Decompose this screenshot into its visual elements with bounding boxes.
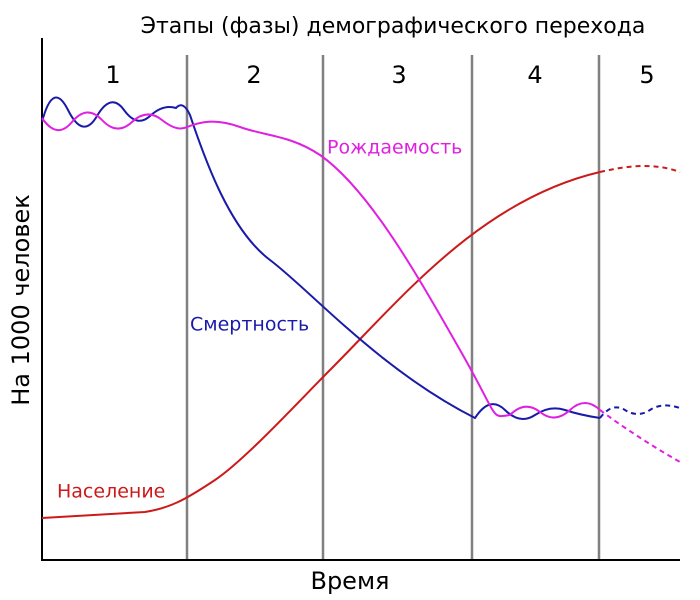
death-label: Смертность <box>190 314 309 336</box>
phase-label: 4 <box>527 61 542 89</box>
axes <box>41 38 680 561</box>
population-label: Население <box>57 481 165 503</box>
y-axis-label: На 1000 человек <box>7 194 35 405</box>
population-forecast <box>599 165 681 173</box>
birth-curve <box>41 111 601 419</box>
title: Этапы (фазы) демографического перехода <box>141 14 646 39</box>
population-curve <box>41 171 601 519</box>
phase-label: 2 <box>246 61 261 89</box>
death-curve <box>41 96 601 420</box>
x-axis-label: Время <box>310 567 389 595</box>
death-forecast <box>599 404 681 419</box>
birth-forecast <box>599 409 681 463</box>
phase-label: 1 <box>105 61 120 89</box>
phase-label: 3 <box>391 61 406 89</box>
phase-label: 5 <box>639 61 654 89</box>
stage-lines <box>185 55 601 560</box>
birth-label: Рождаемость <box>327 137 462 159</box>
